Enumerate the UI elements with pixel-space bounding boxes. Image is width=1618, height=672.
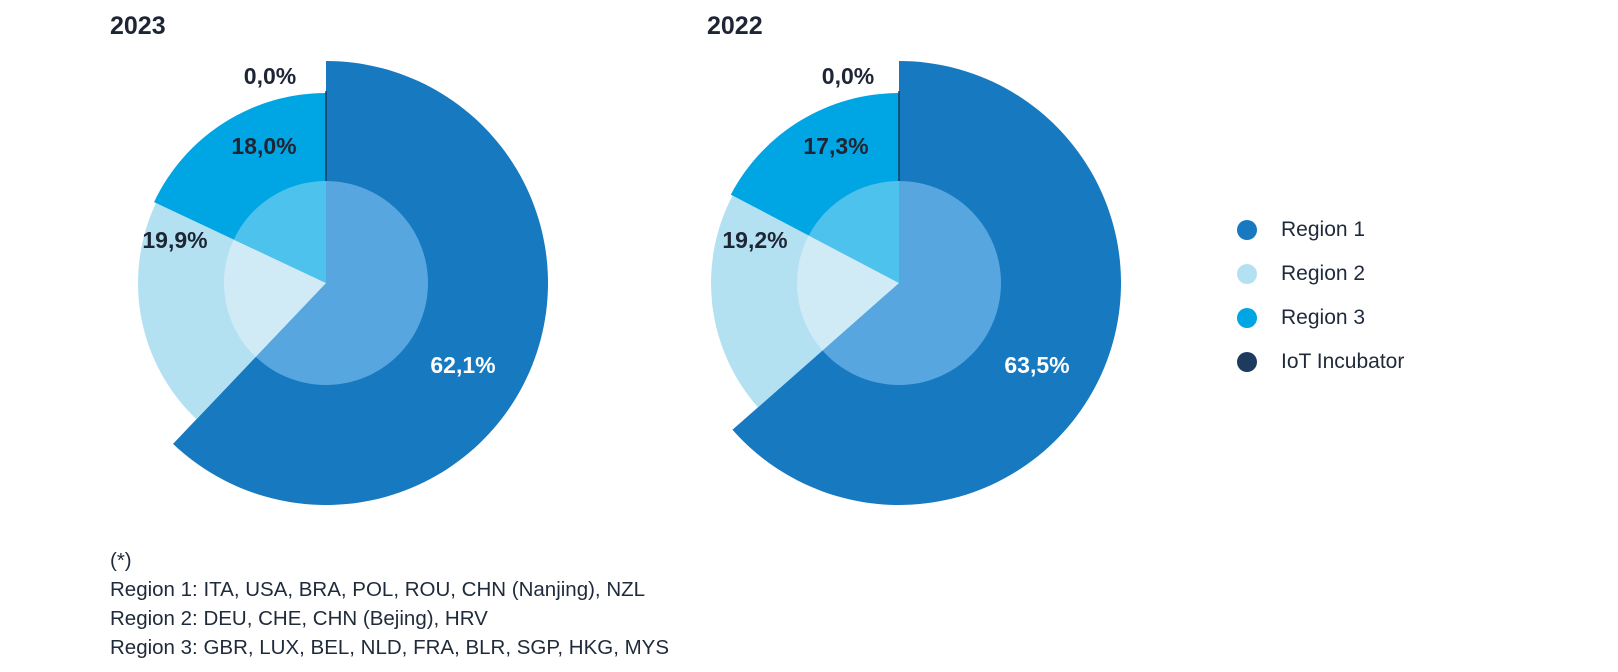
slice-core-2023-region-3: [233, 181, 326, 283]
data-label-2022-iot-incubator: 0,0%: [822, 63, 874, 89]
chart-title-2023: 2023: [110, 12, 166, 40]
chart-title-2022: 2022: [707, 12, 763, 40]
data-label-2022-region-1: 63,5%: [1004, 352, 1069, 378]
data-label-2023-region-3: 18,0%: [231, 133, 296, 159]
slice-core-2022-region-3: [808, 181, 899, 283]
legend-label-region-3: Region 3: [1281, 306, 1366, 329]
legend-label-region-2: Region 2: [1281, 262, 1366, 285]
data-label-2023-region-1: 62,1%: [430, 352, 495, 378]
legend-dot-region-2: [1237, 264, 1257, 284]
legend-label-region-1: Region 1: [1281, 218, 1366, 241]
slice-core-2022-region-2: [797, 235, 899, 351]
slice-core-2023-region-2: [223, 239, 326, 357]
legend-dot-region-1: [1237, 220, 1257, 240]
data-label-2022-region-3: 17,3%: [803, 133, 868, 159]
legend-item-region-3: Region 3: [1237, 296, 1404, 340]
slice-core-2022-region-1: [822, 181, 1002, 386]
legend-dot-iot-incubator: [1237, 352, 1257, 372]
data-label-2023-iot-incubator: 0,0%: [244, 63, 296, 89]
legend: Region 1 Region 2 Region 3 IoT Incubator: [1237, 208, 1404, 384]
footnote-line-region-2: Region 2: DEU, CHE, CHN (Bejing), HRV: [110, 607, 488, 630]
data-label-2022-region-2: 19,2%: [722, 227, 787, 253]
legend-label-iot-incubator: IoT Incubator: [1281, 350, 1405, 373]
legend-item-region-2: Region 2: [1237, 252, 1404, 296]
footnote-line-region-3: Region 3: GBR, LUX, BEL, NLD, FRA, BLR, …: [110, 636, 670, 659]
footnote-marker: (*): [110, 549, 132, 572]
legend-item-region-1: Region 1: [1237, 208, 1404, 252]
legend-dot-region-3: [1237, 308, 1257, 328]
footnote-line-region-1: Region 1: ITA, USA, BRA, POL, ROU, CHN (…: [110, 578, 646, 601]
data-label-2023-region-2: 19,9%: [142, 227, 207, 253]
slice-core-2023-region-1: [255, 181, 428, 385]
footnote: (*) Region 1: ITA, USA, BRA, POL, ROU, C…: [110, 546, 669, 662]
legend-item-iot-incubator: IoT Incubator: [1237, 340, 1404, 384]
